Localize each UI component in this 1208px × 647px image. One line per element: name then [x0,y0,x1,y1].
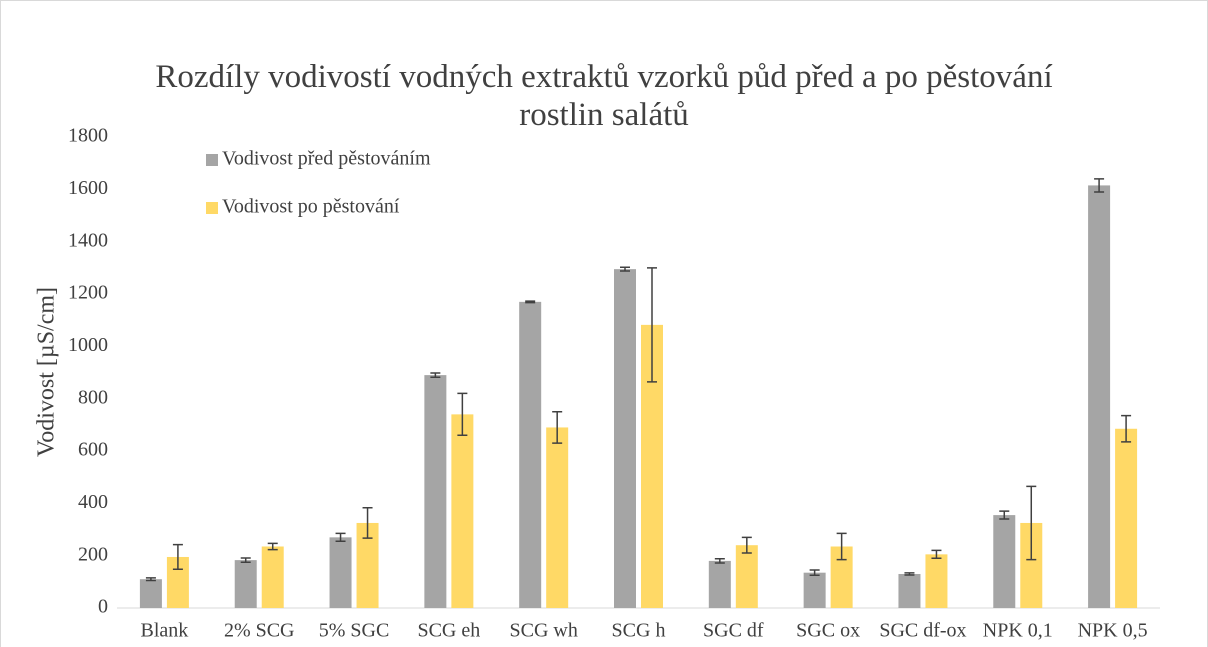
error-bar [1026,485,1037,561]
y-tick-label: 200 [78,543,108,565]
error-bar [525,300,536,304]
x-tick-label: SCG wh [510,620,578,642]
bar [1020,522,1043,608]
error-bar [647,267,657,383]
error-bar [145,577,156,582]
error-bar [552,411,563,444]
error-bar [904,572,915,576]
error-bar [362,507,373,539]
error-bar [240,557,251,563]
bar [1088,185,1111,609]
error-bar [1094,178,1105,193]
bar [451,414,474,608]
error-bar [999,510,1010,520]
y-tick-label: 1400 [68,229,108,251]
error-bar [836,532,847,561]
legend-label: Vodivost před pěstováním [222,148,431,170]
legend-label: Vodivost po pěstování [222,196,400,218]
bar [519,301,542,608]
error-bar [1121,414,1132,443]
bar [993,515,1016,608]
y-tick-label: 400 [78,491,108,513]
bar [803,572,826,608]
x-tick-label: 5% SGC [319,620,390,642]
bar [708,560,731,608]
y-axis-label: Vodivost [µS/cm] [34,287,60,457]
bar [356,522,379,608]
legend-swatch [206,202,218,214]
bar [898,573,921,608]
error-bar [809,569,820,577]
y-tick-label: 1600 [68,177,108,199]
bar [166,556,189,608]
error-bar [931,549,942,560]
y-tick-label: 1000 [68,334,108,356]
bar [424,375,447,608]
chart-title: Rozdíly vodivostí vodných extraktů vzork… [155,59,1053,133]
x-tick-label: SCG h [612,620,666,642]
error-bar [172,543,183,571]
bar [1115,428,1138,608]
error-bar [430,372,441,378]
bar [139,579,162,608]
bar [641,324,663,608]
error-bar [335,532,346,543]
error-bar [714,558,725,564]
error-bar [620,266,630,272]
bar [329,537,352,608]
y-tick-label: 1200 [68,282,108,304]
y-tick-label: 1800 [68,125,108,147]
x-tick-label: SGC ox [796,620,860,642]
bar [614,269,636,608]
x-tick-label: SGC df-ox [879,620,966,642]
x-tick-label: SCG eh [417,620,480,642]
x-tick-label: NPK 0,1 [983,620,1053,642]
legend-swatch [206,154,218,166]
x-tick-label: 2% SCG [224,620,295,642]
y-tick-label: 800 [78,386,108,408]
x-tick-label: SGC df [703,620,764,642]
error-bar [741,536,752,554]
x-tick-label: Blank [141,620,189,642]
bar [735,545,758,608]
x-tick-label: NPK 0,5 [1078,620,1148,642]
y-tick-label: 600 [78,439,108,461]
error-bar [267,542,278,551]
error-bar [457,392,468,437]
y-tick-label: 0 [98,596,108,618]
bar [234,560,257,608]
bar [830,546,853,608]
bar [546,427,569,608]
bar [925,554,948,608]
bar [261,546,284,608]
